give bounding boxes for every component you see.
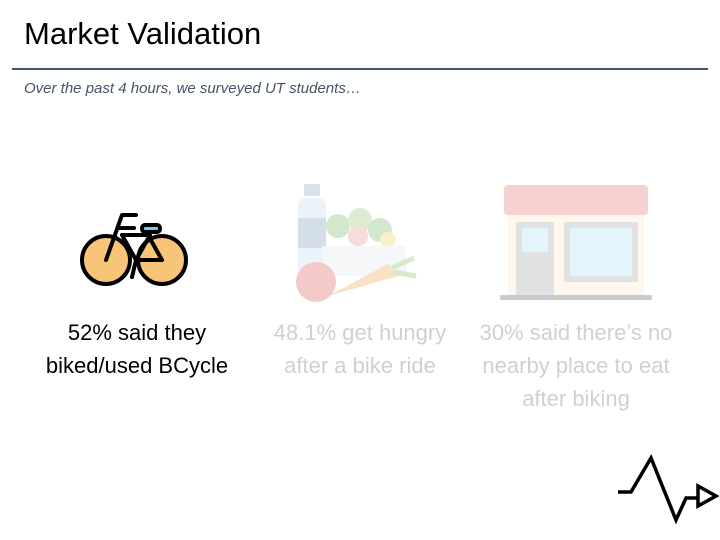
stat-biked: 52% said they biked/used BCycle [45, 320, 229, 378]
groceries-icon [296, 184, 417, 302]
stat-no-place: 30% said there’s no nearby place to eat … [479, 320, 673, 411]
slide-subtitle: Over the past 4 hours, we surveyed UT st… [24, 80, 361, 97]
slide-title: Market Validation [24, 16, 262, 51]
pulse-arrow-logo-icon [618, 454, 720, 525]
storefront-icon [500, 185, 652, 300]
bicycle-icon [80, 213, 188, 286]
title-divider [12, 68, 708, 70]
stat-hungry: 48.1% get hungry after a bike ride [273, 320, 447, 378]
